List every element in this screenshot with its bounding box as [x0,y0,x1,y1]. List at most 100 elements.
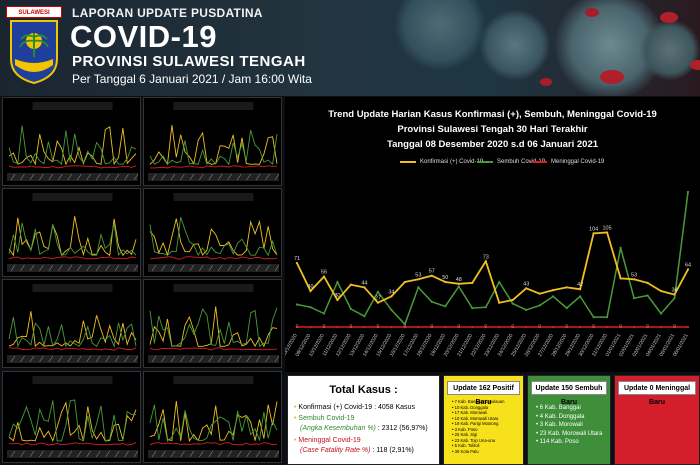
data-point [349,325,353,329]
confirmed-row: • Konfirmasi (+) Covid-19 : 4058 Kasus [294,404,415,411]
thumbnail-tick [95,173,101,181]
data-label: 44 [361,280,367,286]
recovery-rate-label: (Angka Kesembuhan %) [300,425,376,432]
report-header: SULAWESI TENGAH LAPORAN UPDATE PUSDATINA… [0,0,700,96]
data-point [565,307,568,310]
new-recovered-title: Update 150 Sembuh Baru [531,381,607,406]
data-point [363,315,366,318]
data-point [525,308,528,311]
thumbnail-tick [133,355,139,363]
thumbnail-tick [208,450,214,458]
monthly-trend-thumbnail [2,97,141,186]
death-label: 0 [323,324,326,330]
thumbnail-tick [95,450,101,458]
report-title: COVID-19 [70,19,217,54]
thumbnail-tick [67,264,73,272]
thumbnail-series-line [8,222,137,257]
data-point [376,325,379,329]
legend-confirmed: Konfirmasi (+) Covid-19 [400,159,483,165]
thumbnail-tick [246,173,251,181]
bullet-icon: • [294,404,297,411]
death-label: 0 [538,324,541,330]
death-label: 0 [646,324,649,330]
data-label: 43 [523,281,529,287]
data-point [471,325,474,329]
data-point [444,325,447,329]
thumbnail-series-line [150,165,278,169]
report-date: Per Tanggal 6 Januari 2021 / Jam 16:00 W… [72,72,312,86]
thumbnail-plot [148,376,280,458]
thumbnail-tick [255,264,261,272]
thumbnail-tick [265,173,270,181]
data-point [511,298,514,302]
thumbnail-tick [67,450,73,458]
data-point [619,246,622,249]
data-point [336,325,339,329]
thumbnail-tick [199,264,204,272]
thumbnail-tick [208,264,214,272]
data-point [403,323,406,326]
thumbnail-tick [246,264,251,272]
data-point [619,277,622,280]
thumbnail-tick [189,173,195,181]
thumbnail-tick [133,264,139,272]
thumbnail-tick [217,173,223,181]
blood-cell-decoration [690,60,700,70]
thumbnail-tick [124,264,129,272]
data-point [592,232,595,235]
data-point [565,325,568,329]
recovered-label: Sembuh Covid-19 [298,415,355,422]
total-cases-panel: Total Kasus : • Konfirmasi (+) Covid-19 … [287,375,440,465]
thumbnail-tick [236,450,242,458]
thumbnail-tick [208,173,214,181]
thumbnail-tick [105,173,110,181]
legend-swatch [477,161,493,163]
thumbnail-tick [76,173,82,181]
thumbnail-tick [217,450,223,458]
thumbnail-series-line [149,218,278,257]
bullet-icon: • [294,415,297,422]
thumbnail-tick [265,450,270,458]
data-point [349,283,353,286]
data-point [322,275,326,278]
death-label: 0 [350,324,353,330]
list-item: • 10 Kab. Donggala [452,404,489,410]
data-point [417,278,420,281]
thumbnail-tick [20,264,25,272]
death-label: 0 [565,324,568,330]
thumbnail-tick [39,173,44,181]
monthly-trend-thumbnail [2,371,141,463]
thumbnail-tick [124,355,129,363]
legend-deaths: Meninggal Covid-19 [531,159,604,165]
thumbnail-tick [48,173,54,181]
thumbnail-tick [199,355,204,363]
thumbnail-tick [48,450,54,458]
data-label: 36 [671,288,677,294]
thumbnail-series-line [8,256,137,260]
thumbnail-series-line [149,442,278,446]
thumbnail-tick [20,173,25,181]
data-point [552,325,555,329]
data-point [498,301,501,304]
thumbnail-tick [76,264,82,272]
thumbnail-series-line [8,317,137,348]
thumbnail-tick [170,264,176,272]
thumbnail-tick [180,173,185,181]
shield-icon [10,20,58,85]
thumbnail-title-block [173,193,254,201]
thumbnail-plot [7,102,139,181]
list-item: • 39 Kota Palu [452,448,479,454]
chart-date-range: Tanggal 08 Desember 2020 s.d 06 Januari … [386,139,599,150]
monthly-trend-thumbnail [2,279,141,368]
blood-cell-decoration [660,12,678,23]
thumbnail-tick [189,264,195,272]
data-point [525,325,528,329]
thumbnail-series-line [8,347,137,351]
death-label: 0 [457,324,460,330]
data-point [686,190,690,194]
thumbnail-tick [227,450,232,458]
data-point [498,280,501,284]
deaths-row: • Meninggal Covid-19 [294,437,361,444]
data-point [457,282,460,285]
data-label: 42 [577,282,583,288]
